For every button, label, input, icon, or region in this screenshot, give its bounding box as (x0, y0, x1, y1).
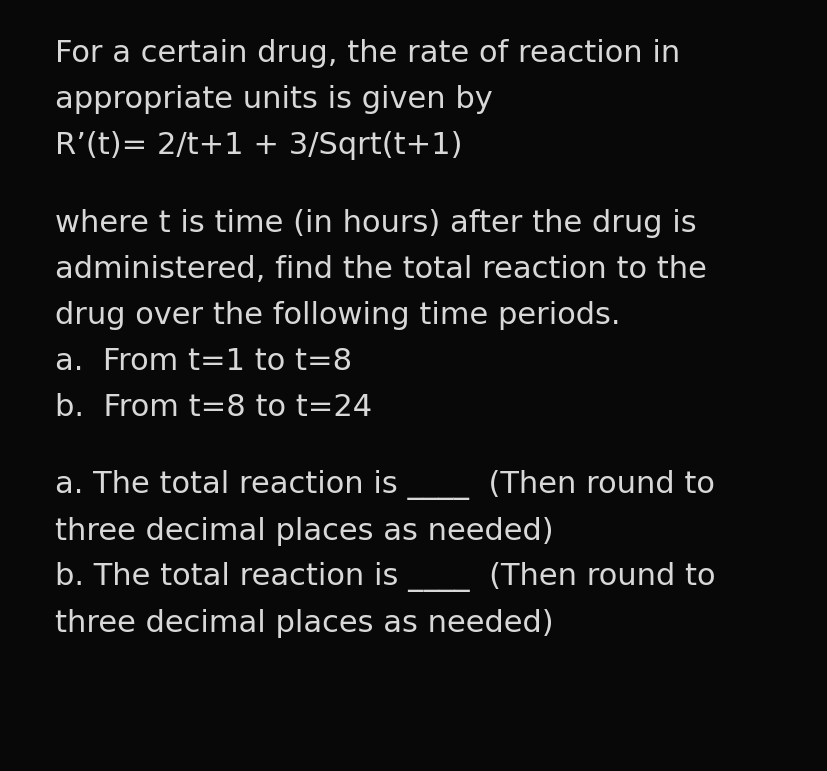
Text: drug over the following time periods.: drug over the following time periods. (55, 301, 619, 329)
Text: three decimal places as needed): three decimal places as needed) (55, 517, 553, 546)
Text: where t is time (in hours) after the drug is: where t is time (in hours) after the dru… (55, 208, 696, 237)
Text: a.  From t=1 to t=8: a. From t=1 to t=8 (55, 346, 351, 375)
Text: For a certain drug, the rate of reaction in: For a certain drug, the rate of reaction… (55, 39, 680, 68)
Text: R’(t)= 2/t+1 + 3/Sqrt(t+1): R’(t)= 2/t+1 + 3/Sqrt(t+1) (55, 130, 462, 160)
Text: three decimal places as needed): three decimal places as needed) (55, 608, 553, 638)
Text: b. The total reaction is ____  (Then round to: b. The total reaction is ____ (Then roun… (55, 562, 715, 592)
Text: a. The total reaction is ____  (Then round to: a. The total reaction is ____ (Then roun… (55, 470, 714, 500)
Text: administered, find the total reaction to the: administered, find the total reaction to… (55, 254, 706, 284)
Text: b.  From t=8 to t=24: b. From t=8 to t=24 (55, 392, 371, 422)
Text: appropriate units is given by: appropriate units is given by (55, 85, 492, 113)
